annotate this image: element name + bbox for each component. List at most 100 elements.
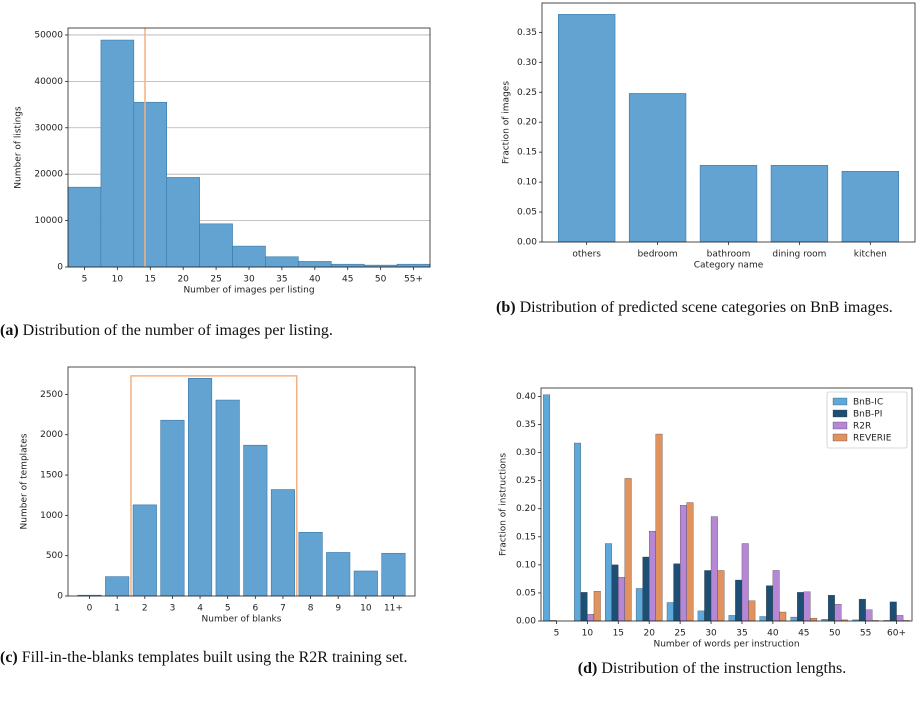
- y-tick-label: 2000: [40, 430, 63, 440]
- x-tick-label: 50: [829, 629, 841, 639]
- x-axis-label: Number of blanks: [202, 615, 282, 625]
- y-tick-label: 500: [46, 551, 63, 561]
- bar: [580, 592, 588, 622]
- x-tick-label: 25: [674, 629, 685, 639]
- bar: [686, 502, 694, 622]
- bar: [381, 552, 406, 597]
- bar: [132, 504, 157, 597]
- x-tick-label: bedroom: [637, 250, 677, 260]
- plot-frame: [67, 366, 416, 597]
- bar: [298, 531, 323, 597]
- bar: [543, 394, 551, 622]
- y-tick-label: 0.10: [516, 560, 536, 570]
- x-tick-label: 30: [705, 629, 717, 639]
- x-tick-label: 40: [767, 629, 779, 639]
- x-axis-label: Number of words per instruction: [653, 640, 799, 650]
- bar: [673, 563, 681, 622]
- y-tick-label: 30000: [34, 123, 63, 133]
- x-tick-label: 5: [82, 275, 88, 285]
- plot-frame: [540, 387, 913, 622]
- x-tick-label: 50: [375, 275, 387, 285]
- y-axis-label: Number of templates: [20, 433, 30, 529]
- bar: [215, 399, 240, 597]
- legend-swatch: [832, 397, 848, 406]
- bar: [827, 595, 835, 622]
- x-tick-label: 55+: [404, 275, 423, 285]
- x-tick-label: 9: [335, 604, 341, 614]
- x-tick-label: 0: [87, 604, 93, 614]
- bar: [642, 556, 650, 622]
- legend-label: BnB-IC: [853, 398, 883, 408]
- bar: [628, 93, 687, 243]
- y-axis-label: Number of listings: [14, 106, 24, 189]
- caption-text: Fill-in-the-blanks templates built using…: [21, 649, 408, 666]
- legend-swatch: [832, 409, 848, 418]
- y-tick-label: 0.20: [516, 504, 536, 514]
- y-tick-label: 20000: [34, 170, 63, 180]
- bar: [841, 171, 899, 243]
- bar: [265, 256, 299, 268]
- bar: [326, 552, 351, 597]
- bar: [759, 616, 767, 622]
- bar: [728, 615, 736, 622]
- y-tick-label: 0.00: [516, 617, 536, 627]
- caption-c: (c) Fill-in-the-blanks templates built u…: [0, 648, 410, 668]
- x-tick-label: 7: [280, 604, 286, 614]
- y-tick-label: 10000: [34, 216, 63, 226]
- bar: [298, 261, 332, 268]
- bar: [166, 177, 200, 268]
- x-tick-label: dining room: [772, 250, 826, 260]
- x-tick-label: 45: [798, 629, 809, 639]
- x-tick-label: 30: [243, 275, 255, 285]
- x-tick-label: 2: [142, 604, 148, 614]
- x-tick-label: 55: [860, 629, 871, 639]
- y-tick-label: 0.05: [517, 208, 537, 218]
- bar: [710, 516, 718, 622]
- bar: [896, 615, 904, 622]
- x-tick-label: 5: [554, 629, 560, 639]
- bar: [834, 604, 842, 622]
- plot-frame: [67, 27, 431, 268]
- caption-text: Distribution of predicted scene categori…: [519, 299, 893, 316]
- y-tick-label: 0.35: [516, 420, 536, 430]
- x-tick-label: 5: [225, 604, 231, 614]
- bar: [735, 579, 743, 622]
- x-tick-label: 11+: [384, 604, 403, 614]
- bar: [803, 591, 811, 622]
- legend-swatch: [832, 421, 848, 430]
- bar: [605, 543, 612, 622]
- caption-label: (b): [496, 299, 516, 316]
- bar: [243, 444, 268, 597]
- bar: [105, 576, 130, 597]
- y-tick-label: 0.15: [517, 148, 537, 158]
- x-tick-label: 3: [170, 604, 176, 614]
- y-tick-label: 0.30: [516, 448, 536, 458]
- bar: [188, 377, 213, 597]
- bar: [611, 564, 619, 622]
- x-tick-label: others: [572, 250, 601, 260]
- x-tick-label: bathroom: [707, 250, 751, 260]
- y-tick-label: 0.25: [517, 88, 537, 98]
- bar: [270, 489, 295, 597]
- bar: [67, 186, 102, 268]
- bar: [889, 601, 897, 622]
- legend-label: REVERIE: [853, 434, 892, 444]
- caption-label: (a): [0, 322, 19, 339]
- caption-text: Distribution of the number of images per…: [22, 322, 333, 339]
- bar: [797, 592, 804, 622]
- bar: [741, 543, 749, 622]
- bar: [717, 570, 725, 622]
- bar: [770, 165, 829, 243]
- bar: [624, 478, 632, 622]
- legend-swatch: [832, 433, 848, 442]
- y-axis-label: Fraction of images: [502, 81, 512, 164]
- x-tick-label: 35: [276, 275, 287, 285]
- bar: [699, 165, 758, 243]
- bar: [160, 419, 185, 597]
- caption-a: (a) Distribution of the number of images…: [0, 321, 445, 341]
- bar: [865, 609, 873, 622]
- y-tick-label: 0.05: [516, 588, 536, 598]
- x-tick-label: 20: [643, 629, 655, 639]
